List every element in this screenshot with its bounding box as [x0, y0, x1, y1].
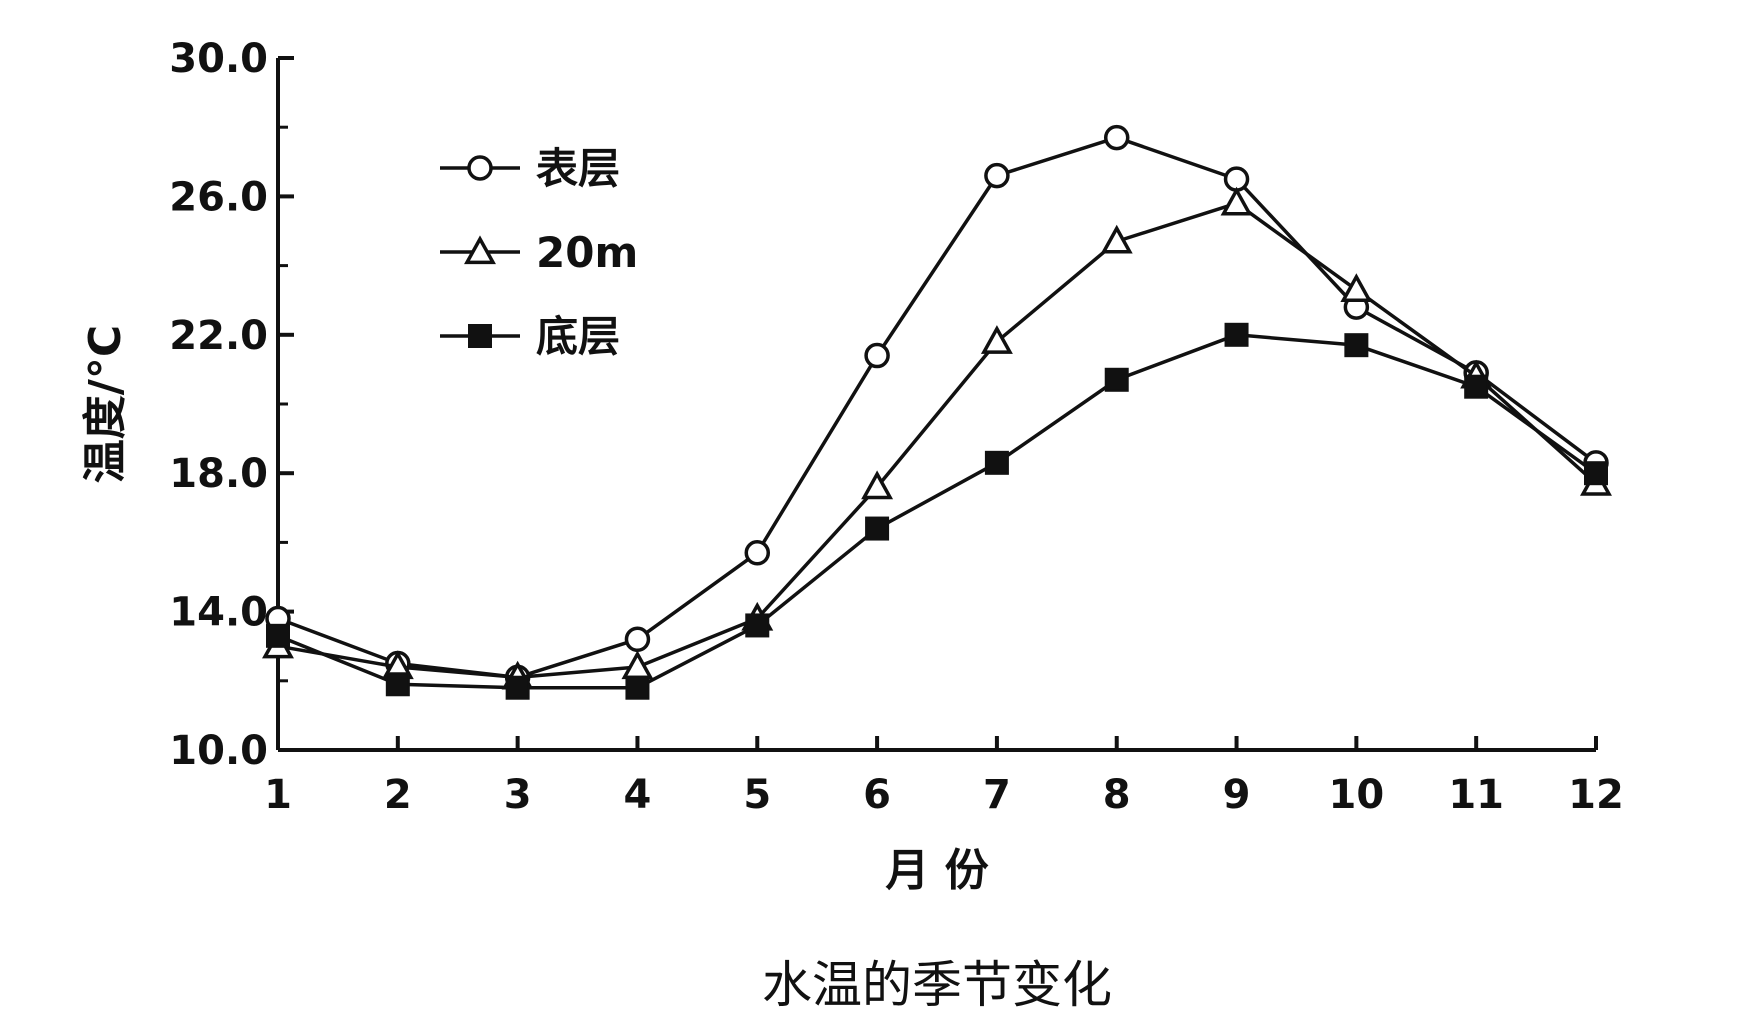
x-tick-label: 11: [1448, 772, 1504, 818]
data-point: [984, 162, 1010, 189]
data-point: [861, 470, 894, 500]
legend-entry: 20m: [440, 228, 638, 277]
data-point: [1344, 333, 1369, 358]
data-point: [621, 650, 654, 680]
data-point: [1220, 186, 1253, 216]
x-ticks: 1 2 3 4 5 6 7 8 9 10 11 12: [264, 736, 1624, 818]
legend-marker: [467, 155, 493, 181]
legend-marker: [464, 235, 496, 265]
data-point: [980, 325, 1013, 354]
y-axis-label: 温度/°C: [80, 325, 131, 483]
y-ticks: 10.0 14.0 18.0 22.0 26.0 30.0: [169, 36, 294, 774]
x-tick-label: 2: [384, 772, 412, 818]
data-point: [1224, 322, 1249, 347]
x-tick-label: 6: [863, 772, 891, 818]
data-point: [984, 450, 1009, 475]
series-2: [266, 322, 1608, 700]
x-tick-label: 9: [1223, 772, 1251, 818]
chart-title: 水温的季节变化: [762, 956, 1112, 1014]
x-tick-label: 1: [264, 772, 292, 818]
legend-label: 20m: [536, 228, 638, 277]
data-point: [1464, 374, 1489, 399]
data-point: [1340, 273, 1373, 302]
y-tick-label: 22.0: [169, 313, 268, 359]
data-point: [1584, 461, 1608, 486]
y-tick-label: 30.0: [169, 36, 268, 82]
x-tick-label: 12: [1568, 772, 1624, 818]
data-point: [744, 540, 771, 566]
data-point: [266, 623, 290, 648]
series-0: [265, 124, 1609, 691]
y-tick-label: 18.0: [169, 451, 268, 497]
series-line: [277, 333, 1598, 690]
data-point: [1104, 367, 1129, 392]
data-point: [745, 613, 770, 638]
data-point: [385, 672, 410, 697]
legend-entry: 表层: [440, 144, 620, 193]
data-point: [1100, 224, 1133, 254]
y-tick-label: 14.0: [169, 590, 268, 636]
x-tick-label: 4: [624, 772, 652, 818]
x-tick-label: 3: [504, 772, 532, 818]
legend: 表层 20m 底层: [440, 144, 638, 361]
legend-label: 表层: [536, 144, 620, 193]
y-tick-label: 26.0: [169, 174, 268, 220]
data-point: [625, 675, 650, 700]
data-point: [624, 626, 651, 653]
legend-label: 底层: [536, 312, 620, 361]
data-point: [865, 516, 890, 541]
data-point: [1103, 124, 1130, 151]
x-tick-label: 5: [743, 772, 771, 818]
y-tick-label: 10.0: [169, 728, 268, 774]
legend-entry: 底层: [440, 312, 620, 361]
x-tick-label: 8: [1103, 772, 1131, 818]
x-axis-label: 月 份: [885, 845, 988, 896]
data-point: [505, 675, 530, 700]
series-line: [277, 201, 1598, 680]
x-tick-label: 10: [1329, 772, 1385, 818]
x-tick-label: 7: [983, 772, 1011, 818]
legend-marker: [468, 324, 492, 348]
series-line: [277, 135, 1598, 680]
data-point: [864, 342, 890, 369]
series-layer: [262, 124, 1612, 700]
